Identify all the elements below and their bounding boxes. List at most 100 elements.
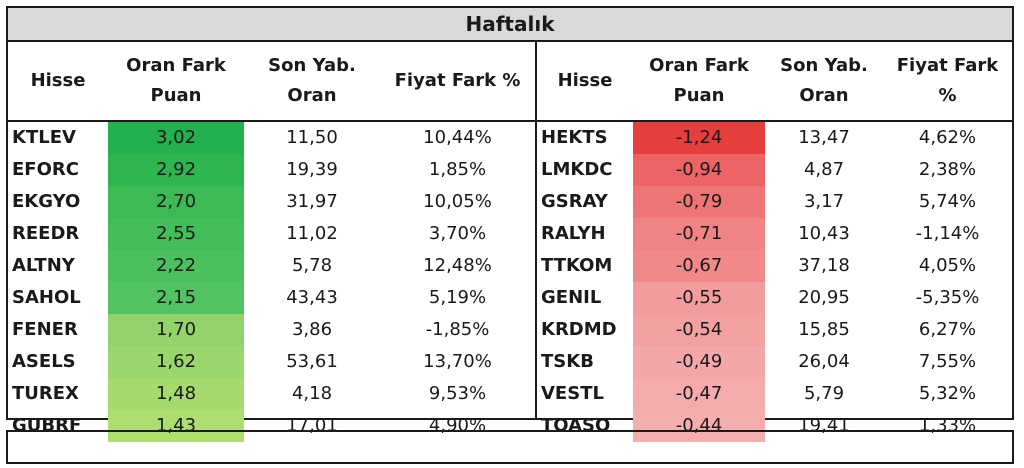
left-cell-diff: 1,70 xyxy=(108,314,244,346)
left-cell-stock: FENER xyxy=(12,319,78,340)
header-row: Hisse Oran Fark Puan Son Yab. Oran Fiyat Fark… xyxy=(8,42,1012,122)
left-table-row: KTLEV 3,02 11,50 10,44% xyxy=(8,122,1012,154)
left-cell-stock: EFORC xyxy=(12,159,79,180)
left-table-row: EFORC 2,92 19,39 1,85% xyxy=(8,154,1012,186)
right-cell-ratio: 3,17 xyxy=(803,191,845,212)
right-header-diff: Oran Fark Puan xyxy=(649,55,749,106)
right-cell-ratio: 20,95 xyxy=(798,287,850,308)
left-cell-price: 10,44% xyxy=(423,127,492,148)
left-cell-price: 13,70% xyxy=(423,351,492,372)
left-table-row: ALTNY 2,22 5,78 12,48% xyxy=(8,250,1012,282)
right-cell-price: -1,14% xyxy=(915,223,980,244)
left-table-row: FENER 1,70 3,86 -1,85% xyxy=(8,314,1012,346)
center-divider xyxy=(535,42,537,418)
left-cell-stock: TUREX xyxy=(12,383,79,404)
right-cell-ratio: 26,04 xyxy=(798,351,850,372)
left-header-price: Fiyat Fark % xyxy=(394,70,521,91)
right-table-row: KRDMD -0,54 15,85 6,27% xyxy=(8,314,1012,346)
left-cell-diff: 1,62 xyxy=(108,346,244,378)
right-cell-stock: VESTL xyxy=(541,383,604,404)
right-cell-price: 2,38% xyxy=(918,159,977,180)
left-cell-price: 10,05% xyxy=(423,191,492,212)
left-header-ratio: Son Yab. Oran xyxy=(268,55,356,106)
right-cell-stock: LMKDC xyxy=(541,159,613,180)
left-cell-stock: REEDR xyxy=(12,223,80,244)
right-table-row: LMKDC -0,94 4,87 2,38% xyxy=(8,154,1012,186)
left-cell-stock: EKGYO xyxy=(12,191,81,212)
left-cell-ratio: 5,78 xyxy=(291,255,333,276)
right-cell-ratio: 15,85 xyxy=(798,319,850,340)
right-cell-stock: RALYH xyxy=(541,223,606,244)
left-cell-stock: KTLEV xyxy=(12,127,76,148)
right-cell-diff: -0,49 xyxy=(633,346,765,378)
left-cell-diff: 1,48 xyxy=(108,378,244,410)
right-cell-stock: GENIL xyxy=(541,287,602,308)
left-cell-diff: 2,70 xyxy=(108,186,244,218)
left-cell-price: 12,48% xyxy=(423,255,492,276)
left-cell-price: 5,19% xyxy=(428,287,487,308)
right-cell-stock: TTKOM xyxy=(541,255,613,276)
right-cell-price: 5,74% xyxy=(918,191,977,212)
right-cell-ratio: 4,87 xyxy=(803,159,845,180)
left-cell-ratio: 4,18 xyxy=(291,383,333,404)
right-cell-diff: -0,79 xyxy=(633,186,765,218)
right-table-row: TSKB -0,49 26,04 7,55% xyxy=(8,346,1012,378)
right-table-row: GSRAY -0,79 3,17 5,74% xyxy=(8,186,1012,218)
left-cell-price: -1,85% xyxy=(425,319,490,340)
left-cell-stock: ASELS xyxy=(12,351,76,372)
right-table-row: HEKTS -1,24 13,47 4,62% xyxy=(8,122,1012,154)
left-cell-diff: 2,55 xyxy=(108,218,244,250)
right-cell-diff: -0,55 xyxy=(633,282,765,314)
footer-box xyxy=(6,430,1014,464)
right-cell-price: 6,27% xyxy=(918,319,977,340)
left-cell-ratio: 43,43 xyxy=(286,287,338,308)
left-cell-price: 3,70% xyxy=(428,223,487,244)
right-cell-ratio: 13,47 xyxy=(798,127,850,148)
right-table-row: GENIL -0,55 20,95 -5,35% xyxy=(8,282,1012,314)
right-cell-ratio: 5,79 xyxy=(803,383,845,404)
left-header-diff: Oran Fark Puan xyxy=(126,55,226,106)
left-cell-price: 9,53% xyxy=(428,383,487,404)
left-table-row: REEDR 2,55 11,02 3,70% xyxy=(8,218,1012,250)
right-cell-price: -5,35% xyxy=(915,287,980,308)
right-cell-ratio: 37,18 xyxy=(798,255,850,276)
weekly-table: Haftalık Hisse Oran Fark Puan Son Yab. Oran F… xyxy=(6,6,1014,442)
left-cell-diff: 2,15 xyxy=(108,282,244,314)
right-cell-stock: GSRAY xyxy=(541,191,608,212)
table-title: Haftalık xyxy=(8,8,1012,42)
right-cell-price: 4,62% xyxy=(918,127,977,148)
right-cell-diff: -0,71 xyxy=(633,218,765,250)
left-cell-ratio: 53,61 xyxy=(286,351,338,372)
right-table-row: RALYH -0,71 10,43 -1,14% xyxy=(8,218,1012,250)
right-table-row: VESTL -0,47 5,79 5,32% xyxy=(8,378,1012,410)
right-cell-price: 7,55% xyxy=(918,351,977,372)
right-cell-diff: -1,24 xyxy=(633,122,765,154)
right-header-price: Fiyat Fark% xyxy=(896,55,999,106)
right-cell-price: 4,05% xyxy=(918,255,977,276)
right-cell-ratio: 10,43 xyxy=(798,223,850,244)
right-cell-diff: -0,54 xyxy=(633,314,765,346)
left-cell-ratio: 11,50 xyxy=(286,127,338,148)
left-table-row: ASELS 1,62 53,61 13,70% xyxy=(8,346,1012,378)
left-header-stock: Hisse xyxy=(30,70,86,91)
right-header-stock: Hisse xyxy=(557,70,613,91)
left-cell-diff: 2,22 xyxy=(108,250,244,282)
right-cell-diff: -0,94 xyxy=(633,154,765,186)
left-cell-ratio: 31,97 xyxy=(286,191,338,212)
left-cell-ratio: 11,02 xyxy=(286,223,338,244)
left-table-row: EKGYO 2,70 31,97 10,05% xyxy=(8,186,1012,218)
right-cell-diff: -0,67 xyxy=(633,250,765,282)
right-cell-price: 5,32% xyxy=(918,383,977,404)
right-header-ratio: Son Yab. Oran xyxy=(780,55,868,106)
left-cell-price: 1,85% xyxy=(428,159,487,180)
right-cell-diff: -0,47 xyxy=(633,378,765,410)
right-table-row: TTKOM -0,67 37,18 4,05% xyxy=(8,250,1012,282)
left-cell-ratio: 3,86 xyxy=(291,319,333,340)
right-cell-stock: KRDMD xyxy=(541,319,617,340)
left-table-row: TUREX 1,48 4,18 9,53% xyxy=(8,378,1012,410)
left-cell-ratio: 19,39 xyxy=(286,159,338,180)
left-cell-stock: SAHOL xyxy=(12,287,81,308)
left-cell-stock: ALTNY xyxy=(12,255,75,276)
left-cell-diff: 3,02 xyxy=(108,122,244,154)
right-cell-stock: HEKTS xyxy=(541,127,608,148)
